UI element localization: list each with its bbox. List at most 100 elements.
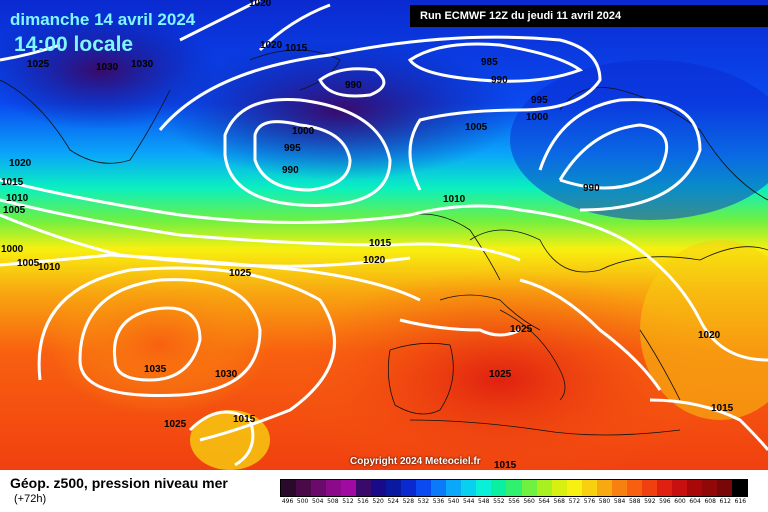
scale-label: 592 <box>644 498 656 505</box>
isobar-label: 990 <box>491 75 508 86</box>
isobar-label: 1010 <box>443 194 466 205</box>
high-pressure-area <box>50 275 270 415</box>
scale-swatch <box>671 480 687 496</box>
isobar-label: 990 <box>345 80 362 91</box>
scale-swatch <box>731 480 747 496</box>
isobar-label: 995 <box>531 95 548 106</box>
isobar-label: 1020 <box>260 40 283 51</box>
scale-swatch <box>596 480 612 496</box>
scale-label: 520 <box>372 498 384 505</box>
scale-label: 608 <box>704 498 716 505</box>
scale-swatch <box>446 480 462 496</box>
isobar-label: 1030 <box>96 62 119 73</box>
scale-swatch <box>431 480 447 496</box>
isobar-label: 1025 <box>27 59 50 70</box>
isobar-label: 1015 <box>285 43 308 54</box>
isobar-label: 1015 <box>1 177 24 188</box>
isobar-label: 1015 <box>233 414 256 425</box>
isobar-label: 1005 <box>17 258 40 269</box>
isobar-label: 1020 <box>249 0 272 9</box>
scale-label: 616 <box>734 498 747 505</box>
scale-label: 544 <box>462 498 475 505</box>
scale-swatch <box>356 480 372 496</box>
scale-swatch <box>326 480 342 496</box>
isobar-label: 990 <box>282 165 299 176</box>
scale-label: 516 <box>357 498 369 505</box>
scale-label: 580 <box>598 498 611 505</box>
mediterranean-warm-area <box>280 270 720 470</box>
scale-swatch <box>551 480 567 496</box>
scale-swatch <box>491 480 507 496</box>
forecast-time: 14:00 locale <box>14 33 134 56</box>
scale-label: 548 <box>478 498 490 505</box>
scale-swatch <box>371 480 387 496</box>
scale-label: 496 <box>281 498 294 505</box>
isobar-label: 1000 <box>292 126 315 137</box>
isobar-label: 990 <box>583 183 600 194</box>
isobar-label: 1020 <box>698 330 721 341</box>
scale-label: 600 <box>674 498 686 505</box>
isobar-label: 1025 <box>229 268 252 279</box>
isobar-label: 1005 <box>465 122 488 133</box>
model-run-banner: Run ECMWF 12Z du jeudi 11 avril 2024 <box>410 5 768 27</box>
scale-swatch <box>716 480 732 496</box>
scale-label: 528 <box>402 498 415 505</box>
scale-swatch <box>626 480 642 496</box>
isobar-label: 995 <box>284 143 301 154</box>
scale-label: 556 <box>508 498 520 505</box>
copyright-text: Copyright 2024 Meteociel.fr <box>350 456 481 467</box>
isobar-label: 1020 <box>363 255 386 266</box>
isobar-label: 985 <box>481 57 498 68</box>
isobar-label: 1015 <box>369 238 392 249</box>
isobar-labels: 1020 1020 1015 1025 1030 1030 990 985 99… <box>1 0 734 470</box>
color-scale-labels: 496 500 504 508 512 516 520 524 528 532 536 540 544 5… <box>280 498 748 505</box>
scale-swatch <box>476 480 492 496</box>
scale-swatch <box>641 480 657 496</box>
scale-swatch <box>566 480 582 496</box>
scale-label: 508 <box>327 498 339 505</box>
legend-title: Géop. z500, pression niveau mer <box>10 475 228 491</box>
scale-label: 588 <box>628 498 641 505</box>
scale-label: 504 <box>312 498 324 505</box>
color-scale <box>280 479 748 497</box>
scale-swatch <box>686 480 702 496</box>
scale-label: 552 <box>493 498 505 505</box>
scale-swatch <box>386 480 402 496</box>
scale-label: 560 <box>523 498 535 505</box>
scale-label: 568 <box>553 498 565 505</box>
coastlines <box>0 49 768 436</box>
east-yellow-area <box>640 240 768 420</box>
scale-label: 536 <box>432 498 445 505</box>
scale-swatch <box>521 480 537 496</box>
isobar-label: 1010 <box>38 262 61 273</box>
isobar-label: 1000 <box>526 112 549 123</box>
scale-swatch <box>401 480 417 496</box>
scale-swatch <box>536 480 552 496</box>
scale-label: 512 <box>342 498 354 505</box>
isobar-label: 1025 <box>510 324 533 335</box>
isobar-label: 1015 <box>494 460 517 470</box>
weather-map: 1020 1020 1015 1025 1030 1030 990 985 99… <box>0 0 768 470</box>
scale-label: 532 <box>417 498 430 505</box>
isobar-label: 1030 <box>215 369 238 380</box>
scale-label: 540 <box>447 498 460 505</box>
scale-label: 500 <box>296 498 309 505</box>
scale-label: 584 <box>613 498 626 505</box>
scale-label: 596 <box>659 498 671 505</box>
isobar-label: 1005 <box>3 205 26 216</box>
scale-swatch <box>296 480 312 496</box>
scale-swatch <box>461 480 477 496</box>
isobar-label: 1000 <box>1 244 24 255</box>
legend-subtitle: (+72h) <box>14 493 47 505</box>
isobar-label: 1025 <box>164 419 187 430</box>
scale-swatch <box>656 480 672 496</box>
scale-label: 576 <box>583 498 596 505</box>
isobar-label: 1030 <box>131 59 154 70</box>
scale-label: 604 <box>689 498 701 505</box>
isobar-label: 1025 <box>489 369 512 380</box>
forecast-date: dimanche 14 avril 2024 <box>10 10 196 29</box>
isobar-label: 1010 <box>6 193 29 204</box>
scale-label: 612 <box>719 498 731 505</box>
scale-swatch <box>581 480 597 496</box>
isobar-label: 1015 <box>711 403 734 414</box>
